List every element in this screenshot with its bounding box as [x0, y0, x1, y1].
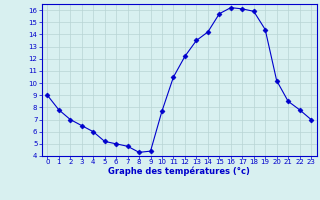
X-axis label: Graphe des températures (°c): Graphe des températures (°c) [108, 166, 250, 176]
